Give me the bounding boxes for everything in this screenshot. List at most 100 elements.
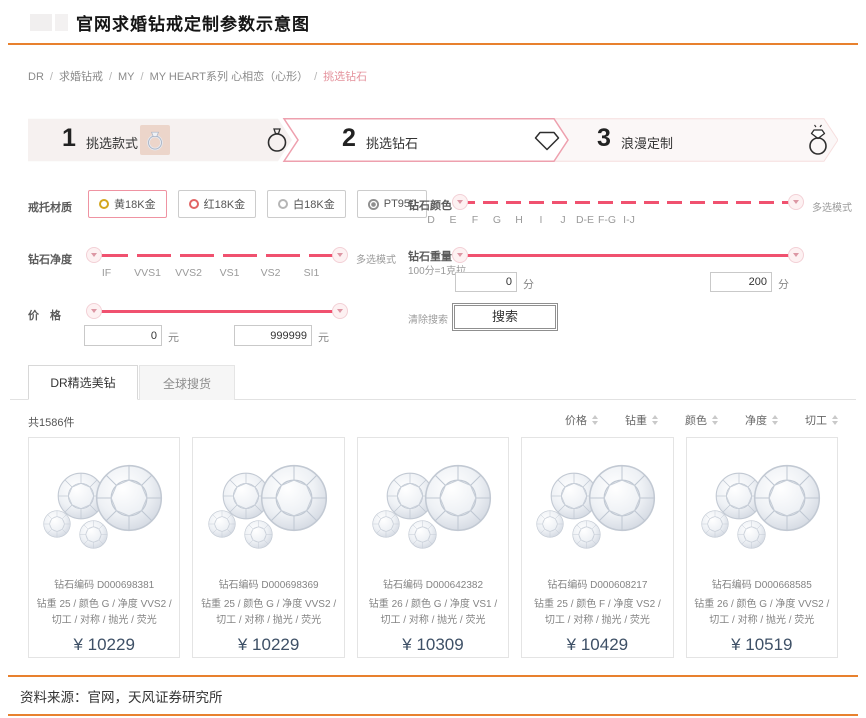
diamond-spec: 钻重 25 / 颜色 F / 净度 VS2 / 切工 / 对称 / 抛光 / 荧… bbox=[534, 599, 661, 626]
tab-global-sourcing[interactable]: 全球搜货 bbox=[139, 365, 235, 400]
sort-label: 钻重 bbox=[625, 415, 647, 427]
clarity-tick: IF bbox=[101, 267, 112, 279]
breadcrumb-item-series[interactable]: MY HEART系列 心相恋（心形） bbox=[149, 71, 309, 83]
color-tick: E bbox=[449, 214, 457, 226]
price-unit: 元 bbox=[168, 332, 179, 344]
clarity-slider-min-handle[interactable] bbox=[86, 247, 102, 263]
tab-dr-selected-diamonds[interactable]: DR精选美钻 bbox=[28, 365, 138, 400]
sort-by-clarity[interactable]: 净度 bbox=[745, 412, 778, 428]
diamond-card[interactable]: 钻石编码 D000698369 钻重 25 / 颜色 G / 净度 VVS2 /… bbox=[192, 437, 345, 658]
color-slider-min-handle[interactable] bbox=[452, 194, 468, 210]
sort-label: 价格 bbox=[565, 415, 587, 427]
ring-outline-icon bbox=[266, 127, 288, 158]
step-1-select-style[interactable]: 1 挑选款式 bbox=[28, 118, 292, 162]
yellow-gold-radio-icon bbox=[99, 199, 109, 209]
sort-label: 颜色 bbox=[685, 415, 707, 427]
diamond-spec: 钻重 26 / 颜色 G / 净度 VS1 / 切工 / 对称 / 抛光 / 荧… bbox=[368, 599, 498, 626]
source-note: 资料来源：官网，天风证券研究所 bbox=[20, 690, 223, 705]
figure-label-redacted bbox=[55, 14, 68, 31]
diamond-price: ¥ 10519 bbox=[731, 635, 793, 654]
sort-by-price[interactable]: 价格 bbox=[565, 412, 598, 428]
material-option-label: 白18K金 bbox=[293, 199, 335, 211]
diamond-card[interactable]: 钻石编码 D000698381 钻重 25 / 颜色 G / 净度 VVS2 /… bbox=[28, 437, 181, 658]
step-progress-bar: 1 挑选款式 2 挑选钻石 bbox=[28, 118, 838, 162]
search-button[interactable]: 搜索 bbox=[452, 303, 558, 331]
step-label: 挑选钻石 bbox=[366, 136, 419, 151]
breadcrumb-separator: / bbox=[49, 71, 53, 83]
clarity-range-slider bbox=[86, 247, 348, 263]
sort-label: 切工 bbox=[805, 415, 827, 427]
diamond-photo bbox=[193, 446, 343, 574]
weight-slider-max-handle[interactable] bbox=[788, 247, 804, 263]
clarity-tick: VS2 bbox=[260, 267, 281, 279]
sort-by-cut[interactable]: 切工 bbox=[805, 412, 838, 428]
code-value: D000698381 bbox=[96, 580, 155, 591]
diamond-code: 钻石编码 D000608217 bbox=[522, 576, 672, 591]
price-min-input[interactable] bbox=[84, 325, 162, 346]
clarity-multi-select-label: 多选模式 bbox=[356, 255, 396, 266]
rose-gold-radio-icon bbox=[188, 199, 199, 209]
weight-unit: 分 bbox=[523, 279, 534, 291]
price-max-input[interactable] bbox=[234, 325, 312, 346]
color-tick: D-E bbox=[575, 214, 595, 226]
code-label: 钻石编码 bbox=[547, 580, 588, 591]
code-value: D000698369 bbox=[261, 580, 319, 591]
color-tick: H bbox=[515, 214, 523, 226]
breadcrumb-item-dr[interactable]: DR bbox=[28, 71, 44, 83]
diamond-spec: 钻重 26 / 颜色 G / 净度 VVS2 / 切工 / 对称 / 抛光 / … bbox=[694, 599, 830, 626]
price-slider-min-handle[interactable] bbox=[86, 303, 102, 319]
platinum-radio-icon bbox=[367, 198, 379, 210]
code-value: D000642382 bbox=[425, 580, 484, 591]
price-slider-track[interactable] bbox=[94, 309, 340, 313]
weight-filter-label: 钻石重量 bbox=[408, 251, 452, 263]
color-tick: F bbox=[471, 214, 479, 226]
price-slider-max-handle[interactable] bbox=[332, 303, 348, 319]
step-3-romantic-customization[interactable]: 3 浪漫定制 bbox=[554, 118, 838, 162]
figure-label-redacted bbox=[30, 14, 52, 31]
weight-max-input[interactable] bbox=[710, 272, 772, 292]
sort-by-color[interactable]: 颜色 bbox=[685, 412, 718, 428]
breadcrumb-item-my[interactable]: MY bbox=[118, 71, 135, 83]
gem-outline-icon bbox=[534, 131, 560, 156]
material-option-pt950[interactable]: PT950 bbox=[356, 190, 428, 218]
sort-arrows-icon bbox=[832, 415, 838, 425]
diamond-card[interactable]: 钻石编码 D000642382 钻重 26 / 颜色 G / 净度 VS1 / … bbox=[356, 437, 510, 658]
material-options: 黄18K金 红18K金 白18K金 PT950 bbox=[88, 190, 428, 218]
sort-arrows-icon bbox=[592, 415, 598, 425]
clarity-slider-max-handle[interactable] bbox=[332, 247, 348, 263]
step-2-select-diamond[interactable]: 2 挑选钻石 bbox=[284, 118, 568, 162]
material-filter-label: 戒托材质 bbox=[28, 202, 72, 214]
material-option-label: 红18K金 bbox=[203, 199, 246, 211]
diamond-price: ¥ 10229 bbox=[237, 635, 300, 654]
color-slider-track[interactable] bbox=[460, 200, 796, 204]
breadcrumb-separator: / bbox=[108, 71, 113, 83]
diamond-code: 钻石编码 D000698381 bbox=[29, 576, 179, 591]
breadcrumb-separator: / bbox=[314, 71, 318, 83]
material-option-rose-18k[interactable]: 红18K金 bbox=[177, 190, 257, 218]
code-value: D000668585 bbox=[754, 580, 812, 591]
diamond-card[interactable]: 钻石编码 D000608217 钻重 25 / 颜色 F / 净度 VS2 / … bbox=[521, 437, 674, 658]
step-number: 3 bbox=[597, 124, 611, 152]
weight-min-input[interactable] bbox=[455, 272, 517, 292]
weight-slider-min-handle[interactable] bbox=[452, 247, 468, 263]
material-option-yellow-18k[interactable]: 黄18K金 bbox=[88, 190, 167, 218]
weight-range-slider bbox=[452, 247, 804, 263]
clarity-tick: VVS1 bbox=[134, 267, 161, 279]
clear-search-link[interactable]: 清除搜索 bbox=[408, 315, 448, 326]
diamond-photo bbox=[522, 446, 672, 574]
color-slider-max-handle[interactable] bbox=[788, 194, 804, 210]
color-tick: G bbox=[492, 214, 502, 226]
ring-with-gem-icon bbox=[806, 124, 830, 161]
sort-by-carat[interactable]: 钻重 bbox=[625, 412, 658, 428]
diamond-photo bbox=[687, 446, 837, 574]
sort-arrows-icon bbox=[652, 415, 658, 425]
weight-slider-track[interactable] bbox=[460, 253, 796, 257]
footer-bottom-divider bbox=[8, 714, 858, 716]
diamond-card[interactable]: 钻石编码 D000668585 钻重 26 / 颜色 G / 净度 VVS2 /… bbox=[685, 437, 838, 658]
breadcrumb-item-proposal-ring[interactable]: 求婚钻戒 bbox=[58, 71, 103, 83]
clarity-slider-track[interactable] bbox=[94, 253, 340, 257]
selected-ring-thumbnail[interactable] bbox=[140, 125, 170, 155]
clarity-tick: VS1 bbox=[219, 267, 240, 279]
clarity-tick: SI1 bbox=[303, 267, 320, 279]
material-option-white-18k[interactable]: 白18K金 bbox=[267, 190, 346, 218]
